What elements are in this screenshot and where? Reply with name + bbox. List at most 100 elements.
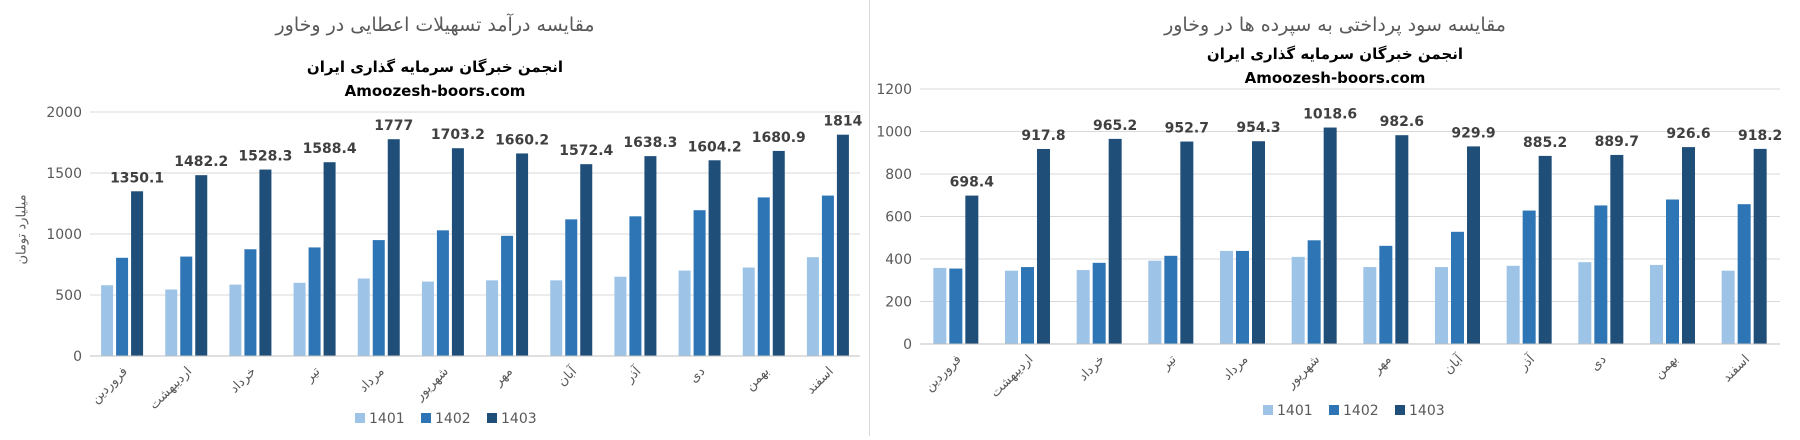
- left-x-tick-label: فروردین: [88, 364, 131, 407]
- left-data-label: 1482.2: [174, 154, 228, 170]
- right-bar-1402: [1307, 240, 1321, 344]
- right-bar-1401: [1721, 270, 1735, 344]
- right-bar-1401: [1076, 270, 1090, 344]
- left-bar-1402: [372, 240, 385, 356]
- left-x-tick-label: دی: [687, 364, 709, 386]
- left-bar-1401: [678, 270, 691, 356]
- left-x-tick-label: مهر: [490, 364, 516, 390]
- right-bar-1403: [1682, 147, 1695, 344]
- left-x-tick-label: آبان: [553, 362, 581, 390]
- right-bar-1403: [1323, 127, 1337, 344]
- left-chart-svg: 0 500 1000 1500 2000 1350.1 فروردین 1482.2 اردیب…: [46, 105, 862, 427]
- left-y-tick-label: 500: [55, 288, 82, 304]
- left-data-label: 1660.2: [495, 132, 549, 148]
- left-bar-1402: [629, 216, 642, 356]
- left-bar-1401: [806, 257, 819, 356]
- right-bar-1401: [1005, 270, 1018, 344]
- right-data-label: 929.9: [1451, 125, 1495, 141]
- left-bar-1403: [516, 153, 529, 356]
- right-data-label: 698.4: [950, 175, 995, 191]
- right-bar-1403: [1395, 135, 1409, 344]
- left-data-label: 1638.3: [623, 135, 677, 151]
- left-y-tick-label: 0: [73, 349, 82, 365]
- right-bar-1403: [1538, 155, 1552, 344]
- right-y-tick-label: 800: [885, 167, 912, 183]
- left-x-tick-label: مرداد: [356, 364, 387, 395]
- right-legend-swatch-1403: [1395, 405, 1405, 415]
- right-bar-1401: [1220, 250, 1233, 344]
- left-bar-1401: [165, 289, 178, 356]
- right-legend-label-1403: 1403: [1409, 403, 1445, 419]
- right-legend-swatch-1401: [1263, 405, 1273, 415]
- left-bar-1403: [708, 160, 721, 356]
- left-bar-1403: [451, 148, 464, 356]
- right-bar-1402: [1092, 262, 1106, 344]
- right-x-tick-label: اسفند: [1720, 352, 1753, 385]
- right-bar-1403: [1610, 154, 1624, 344]
- left-data-label: 1814: [823, 114, 862, 130]
- right-data-label: 917.8: [1021, 128, 1065, 144]
- right-y-tick-label: 1000: [876, 125, 912, 141]
- right-watermark-en: Amoozesh-boors.com: [1244, 69, 1426, 87]
- right-bar-1403: [965, 195, 979, 344]
- right-bar-1403: [1753, 148, 1767, 344]
- left-data-label: 1572.4: [559, 143, 613, 159]
- right-bar-1403: [1180, 141, 1194, 344]
- left-bar-1401: [614, 276, 627, 356]
- right-bar-1402: [1379, 245, 1393, 344]
- left-bar-1403: [131, 191, 144, 356]
- left-bar-1403: [836, 134, 849, 356]
- right-x-tick-label: اردیبهشت: [988, 352, 1036, 400]
- left-chart-title: مقایسه درآمد تسهیلات اعطایی در وخاور: [275, 14, 595, 36]
- left-bar-1402: [757, 197, 770, 356]
- left-legend-swatch-1401: [355, 413, 365, 423]
- left-x-tick-label: اسفند: [804, 364, 837, 397]
- left-bar-1403: [644, 156, 657, 356]
- left-bar-1403: [259, 169, 272, 356]
- right-data-label: 965.2: [1093, 118, 1137, 134]
- right-x-tick-label: بهمن: [1652, 352, 1682, 382]
- left-bar-1402: [116, 257, 129, 356]
- right-bar-1401: [1291, 256, 1305, 344]
- left-bar-1402: [244, 249, 257, 356]
- left-x-tick-label: تیر: [302, 364, 324, 386]
- left-x-tick-label: شهریور: [412, 364, 452, 404]
- right-y-tick-label: 200: [885, 295, 912, 311]
- left-bar-1401: [486, 280, 499, 356]
- right-chart-panel: 0 200 400 600 800 1000 1200 698.4 فروردین 917.8 ار…: [870, 0, 1800, 436]
- left-bar-1401: [357, 278, 370, 356]
- left-bar-1402: [180, 256, 193, 356]
- left-chart-panel: 0 500 1000 1500 2000 1350.1 فروردین 1482.2 اردیب…: [0, 0, 869, 436]
- right-data-label: 952.7: [1165, 121, 1209, 137]
- left-bar-1401: [550, 280, 563, 356]
- left-data-label: 1588.4: [303, 141, 357, 157]
- left-x-tick-label: بهمن: [743, 364, 773, 394]
- right-bar-1401: [1148, 260, 1162, 344]
- right-y-tick-label: 0: [903, 337, 912, 353]
- left-bar-1402: [501, 235, 514, 356]
- right-y-tick-label: 1200: [876, 82, 912, 98]
- left-data-label: 1703.2: [431, 127, 485, 143]
- right-bar-1402: [1021, 267, 1034, 344]
- left-bar-1402: [821, 195, 834, 356]
- left-data-label: 1680.9: [752, 130, 806, 146]
- right-bar-1401: [1650, 264, 1663, 344]
- right-data-label: 889.7: [1595, 134, 1639, 150]
- right-chart-title: مقایسه سود پرداختی به سپرده ها در وخاور: [1164, 14, 1506, 36]
- right-x-tick-label: آذر: [1514, 350, 1539, 375]
- left-legend-label-1402: 1402: [435, 411, 471, 427]
- left-legend-swatch-1403: [487, 413, 497, 423]
- right-bar-1403: [1467, 146, 1480, 344]
- left-data-label: 1777: [374, 118, 413, 134]
- right-bar-1401: [1506, 265, 1520, 344]
- right-bar-1401: [1363, 267, 1377, 344]
- left-y-axis-label: میلیارد تومان: [14, 194, 30, 265]
- left-bar-1401: [293, 282, 306, 356]
- right-x-tick-label: آبان: [1440, 350, 1468, 378]
- right-bar-1401: [933, 267, 947, 344]
- right-x-tick-label: دی: [1588, 352, 1610, 374]
- right-legend-label-1402: 1402: [1343, 403, 1379, 419]
- left-watermark-en: Amoozesh-boors.com: [344, 82, 526, 100]
- right-bar-1401: [1435, 267, 1448, 344]
- panel-divider: [869, 0, 870, 436]
